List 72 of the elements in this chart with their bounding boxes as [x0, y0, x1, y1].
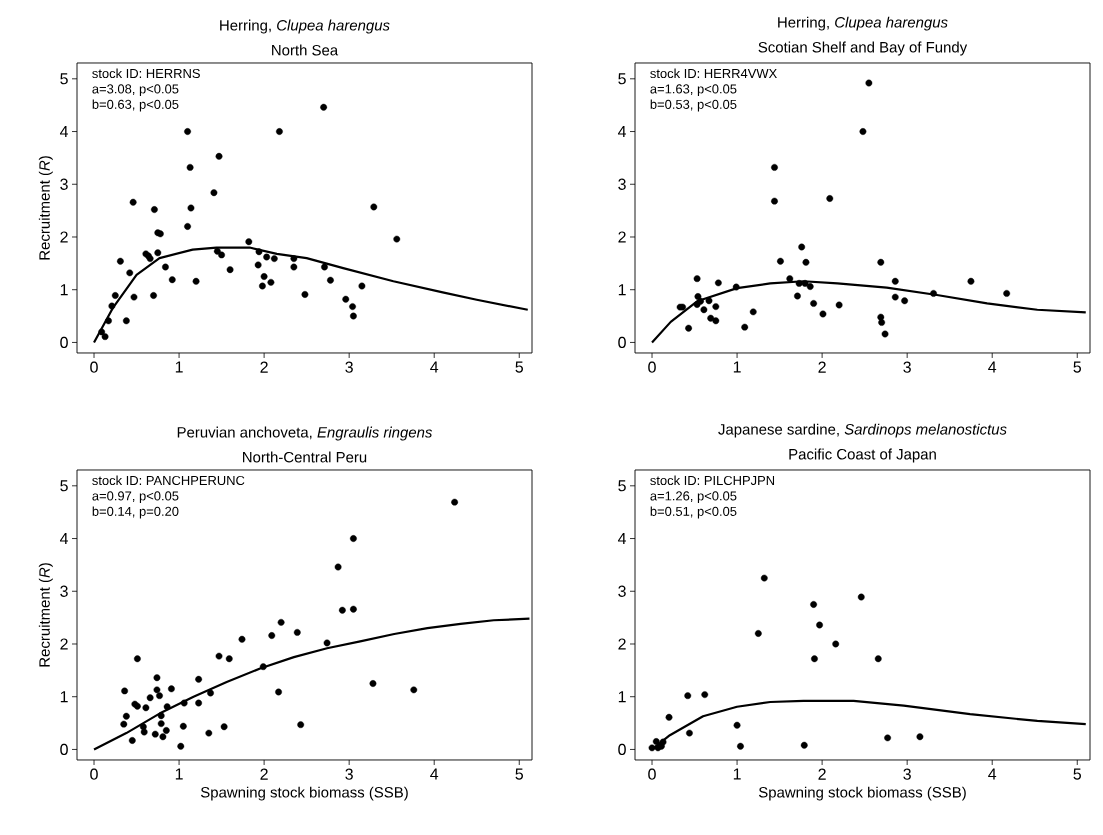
annotation: stock ID: PANCHPERUNC: [92, 475, 245, 486]
chart-title: Peruvian anchoveta, Engraulis ringens: [177, 426, 433, 441]
x-tick-label: 2: [260, 768, 268, 780]
x-axis-title: Spawning stock biomass (SSB): [758, 786, 966, 801]
annotation: stock ID: HERRNS: [92, 68, 200, 79]
annotation: a=3.08, p<0.05: [92, 84, 179, 97]
y-tick-label: 3: [618, 585, 626, 597]
x-tick-label: 0: [90, 768, 98, 780]
x-tick-label: 3: [345, 361, 353, 373]
y-tick-label: 2: [618, 231, 626, 243]
x-tick-label: 2: [260, 361, 268, 373]
y-tick-label: 1: [618, 691, 626, 703]
y-tick-label: 5: [60, 73, 68, 85]
y-tick-label: 4: [59, 126, 69, 138]
chart-subtitle: North Sea: [272, 44, 339, 56]
chart-title: Herring, Clupea harengus: [220, 19, 390, 34]
x-tick-label: 3: [903, 768, 911, 780]
annotation: a=1.63, p<0.05: [650, 84, 737, 97]
y-tick-label: 0: [618, 336, 626, 349]
x-tick-label: 5: [515, 361, 524, 373]
y-tick-label: 0: [618, 743, 626, 756]
chart-subtitle: Pacific Coast of Japan: [789, 448, 936, 463]
chart-subtitle: North-Central Peru: [243, 451, 367, 463]
x-tick-label: 4: [430, 768, 439, 780]
x-tick-label: 0: [648, 361, 656, 373]
x-tick-label: 4: [430, 361, 439, 373]
y-tick-label: 4: [59, 533, 69, 545]
chart-title: Herring, Clupea harengus: [778, 16, 948, 31]
chart-title: Japanese sardine, Sardinops melanostictus: [718, 423, 1007, 438]
y-tick-label: 2: [60, 231, 68, 243]
x-tick-label: 3: [903, 361, 911, 373]
y-tick-label: 4: [617, 533, 627, 545]
y-tick-label: 5: [618, 73, 626, 85]
y-tick-label: 3: [618, 178, 626, 190]
x-tick-label: 0: [648, 768, 656, 780]
y-tick-label: 1: [618, 284, 626, 296]
x-tick-label: 4: [988, 768, 997, 780]
annotation: b=0.51, p<0.05: [650, 506, 737, 519]
annotation: b=0.63, p<0.05: [92, 99, 179, 112]
x-tick-label: 4: [988, 361, 997, 373]
y-tick-label: 1: [60, 284, 68, 296]
x-axis-title: Spawning stock biomass (SSB): [200, 786, 408, 801]
x-tick-label: 0: [90, 361, 98, 373]
y-tick-label: 0: [60, 743, 68, 756]
y-tick-label: 2: [60, 638, 68, 650]
annotation: b=0.53, p<0.05: [650, 99, 737, 112]
y-axis-title: Recruitment (R): [38, 156, 53, 260]
x-tick-label: 2: [818, 361, 826, 373]
y-tick-label: 5: [60, 480, 68, 492]
chart-subtitle: Scotian Shelf and Bay of Fundy: [758, 41, 968, 56]
y-tick-label: 4: [617, 126, 627, 138]
y-tick-label: 2: [618, 638, 626, 650]
y-tick-label: 5: [618, 480, 626, 492]
annotation: a=0.97, p<0.05: [92, 491, 179, 504]
x-tick-label: 1: [175, 361, 183, 373]
annotation: a=1.26, p<0.05: [650, 491, 737, 504]
x-tick-label: 2: [818, 768, 826, 780]
x-tick-label: 1: [733, 361, 741, 373]
x-tick-label: 5: [1073, 361, 1082, 373]
y-axis-title: Recruitment (R): [38, 563, 53, 667]
annotation: stock ID: HERR4VWX: [650, 68, 777, 79]
y-tick-label: 3: [60, 585, 68, 597]
y-tick-label: 3: [60, 178, 68, 190]
x-tick-label: 3: [345, 768, 353, 780]
y-tick-label: 0: [60, 336, 68, 349]
x-tick-label: 5: [1073, 768, 1082, 780]
x-tick-label: 1: [175, 768, 183, 780]
annotation: stock ID: PILCHPJPN: [650, 475, 775, 486]
annotation: b=0.14, p=0.20: [92, 506, 179, 519]
x-tick-label: 1: [733, 768, 741, 780]
x-tick-label: 5: [515, 768, 524, 780]
y-tick-label: 1: [60, 691, 68, 703]
